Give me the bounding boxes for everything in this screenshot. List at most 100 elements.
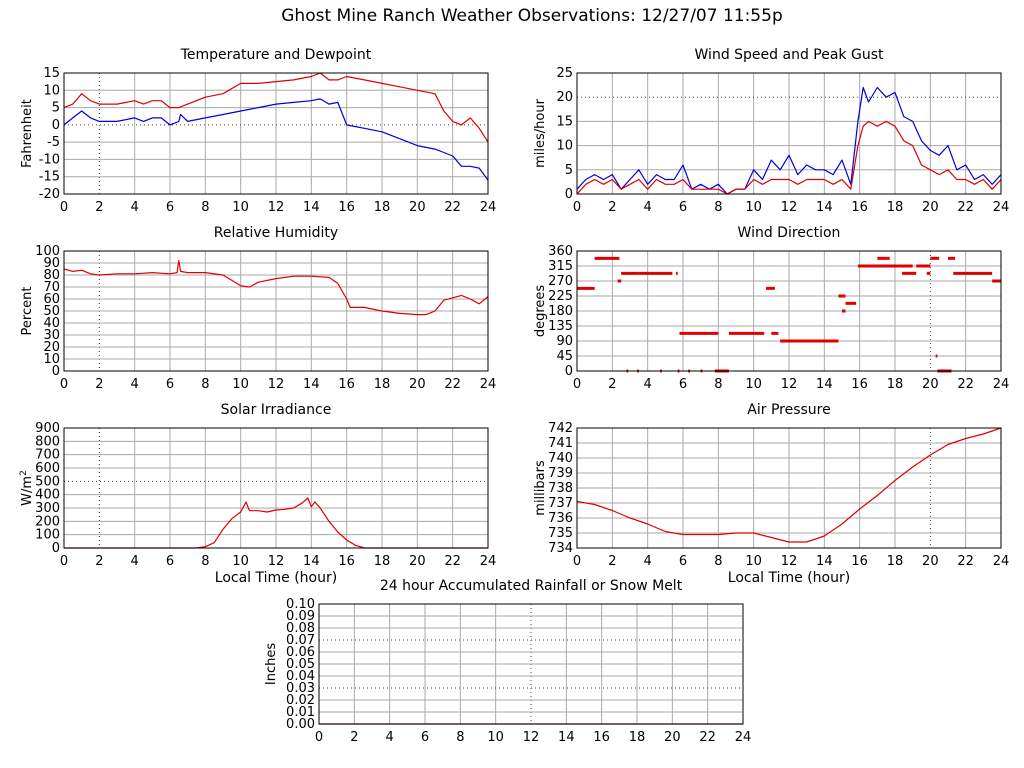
- y-tick-label: 735: [548, 526, 573, 541]
- y-tick-label: -20: [39, 187, 60, 202]
- x-tick-label: 16: [338, 554, 355, 569]
- y-tick-label: 5: [565, 163, 573, 178]
- x-tick-label: 24: [480, 200, 497, 215]
- x-tick-label: 24: [993, 200, 1010, 215]
- y-tick-label: 10: [43, 352, 60, 367]
- x-tick-label: 16: [593, 730, 610, 745]
- x-tick-label: 4: [644, 554, 652, 569]
- x-tick-label: 6: [166, 554, 174, 569]
- y-tick-label: -5: [47, 135, 60, 150]
- x-tick-label: 2: [608, 554, 616, 569]
- y-tick-label: 0.07: [286, 633, 315, 648]
- x-tick-label: 16: [851, 554, 868, 569]
- x-tick-label: 10: [745, 554, 762, 569]
- y-tick-label: 70: [43, 280, 60, 295]
- y-tick-label: 734: [548, 541, 573, 556]
- y-tick-label: 500: [35, 474, 60, 489]
- y-tick-label: 0: [52, 541, 60, 556]
- x-tick-label: 4: [386, 730, 394, 745]
- y-tick-label: 100: [35, 244, 60, 259]
- x-tick-label: 4: [131, 200, 139, 215]
- chart-dir: 0 2 4 6 8 10 12 14 16 18 20 22 240459013518022527031…: [533, 225, 1009, 392]
- chart-title: Relative Humidity: [214, 225, 338, 241]
- x-tick-label: 20: [922, 377, 939, 392]
- y-tick-label: 45: [556, 349, 573, 364]
- chart-title: Air Pressure: [747, 402, 830, 418]
- y-tick-label: 0.00: [286, 717, 315, 732]
- x-tick-label: 10: [745, 200, 762, 215]
- x-tick-label: 12: [781, 554, 798, 569]
- y-tick-label: 40: [43, 316, 60, 331]
- y-axis-label: millibars: [533, 460, 548, 516]
- chart-title: 24 hour Accumulated Rainfall or Snow Mel…: [380, 578, 683, 594]
- y-tick-label: 739: [548, 466, 573, 481]
- x-tick-label: 0: [60, 554, 68, 569]
- y-axis-label: Fahrenheit: [20, 99, 35, 168]
- plot-frame: [576, 427, 1002, 549]
- y-tick-label: 0.05: [286, 657, 315, 672]
- y-tick-label: 0.04: [286, 669, 315, 684]
- x-tick-label: 18: [374, 377, 391, 392]
- y-tick-label: 736: [548, 511, 573, 526]
- y-tick-label: 741: [548, 436, 573, 451]
- x-tick-label: 22: [957, 377, 974, 392]
- y-tick-label: 742: [548, 421, 573, 436]
- series-line-blue: [63, 98, 489, 181]
- y-tick-label: 0.10: [286, 597, 315, 612]
- x-tick-label: 12: [268, 377, 285, 392]
- x-tick-label: 12: [268, 554, 285, 569]
- y-tick-label: 135: [548, 319, 573, 334]
- x-tick-label: 8: [714, 554, 722, 569]
- x-tick-label: 22: [957, 554, 974, 569]
- page-title: Ghost Mine Ranch Weather Observations: 1…: [281, 6, 783, 26]
- y-tick-label: 20: [556, 90, 573, 105]
- y-tick-label: 0.02: [286, 693, 315, 708]
- x-tick-label: 10: [232, 554, 249, 569]
- chart-pressure: 0 2 4 6 8 10 12 14 16 18 20 22 247347357367377387397…: [533, 402, 1009, 586]
- x-tick-label: 2: [608, 377, 616, 392]
- x-tick-label: 24: [993, 377, 1010, 392]
- chart-title: Wind Direction: [738, 225, 841, 241]
- x-tick-label: 0: [573, 377, 581, 392]
- y-tick-label: 900: [35, 421, 60, 436]
- x-tick-label: 6: [679, 377, 687, 392]
- x-tick-label: 22: [444, 200, 461, 215]
- x-tick-label: 20: [922, 554, 939, 569]
- x-axis-label: Local Time (hour): [728, 570, 850, 586]
- x-tick-label: 8: [201, 377, 209, 392]
- y-tick-label: 30: [43, 328, 60, 343]
- y-tick-label: 600: [35, 461, 60, 476]
- y-tick-label: 180: [548, 304, 573, 319]
- x-tick-label: 0: [573, 200, 581, 215]
- y-tick-label: 200: [35, 514, 60, 529]
- x-tick-label: 6: [166, 377, 174, 392]
- y-tick-label: 315: [548, 259, 573, 274]
- y-tick-label: 738: [548, 481, 573, 496]
- x-tick-label: 14: [303, 377, 320, 392]
- x-tick-label: 16: [851, 200, 868, 215]
- x-tick-label: 22: [699, 730, 716, 745]
- x-tick-label: 0: [60, 377, 68, 392]
- y-tick-label: 80: [43, 268, 60, 283]
- x-tick-label: 14: [816, 377, 833, 392]
- x-tick-label: 18: [887, 554, 904, 569]
- y-axis-label: W/m2: [19, 470, 35, 506]
- y-tick-label: 740: [548, 451, 573, 466]
- x-tick-label: 18: [887, 377, 904, 392]
- chart-title: Solar Irradiance: [221, 402, 332, 418]
- y-tick-label: 20: [43, 340, 60, 355]
- y-tick-label: 270: [548, 274, 573, 289]
- y-tick-label: 100: [35, 528, 60, 543]
- chart-title: Wind Speed and Peak Gust: [695, 47, 884, 63]
- x-tick-label: 0: [315, 730, 323, 745]
- x-tick-label: 12: [268, 200, 285, 215]
- x-tick-label: 8: [456, 730, 464, 745]
- x-tick-label: 14: [303, 200, 320, 215]
- x-tick-label: 4: [644, 200, 652, 215]
- x-tick-label: 18: [887, 200, 904, 215]
- x-tick-label: 24: [735, 730, 752, 745]
- y-tick-label: 5: [52, 101, 60, 116]
- x-tick-label: 12: [523, 730, 540, 745]
- y-tick-label: 0.01: [286, 705, 315, 720]
- x-tick-label: 14: [558, 730, 575, 745]
